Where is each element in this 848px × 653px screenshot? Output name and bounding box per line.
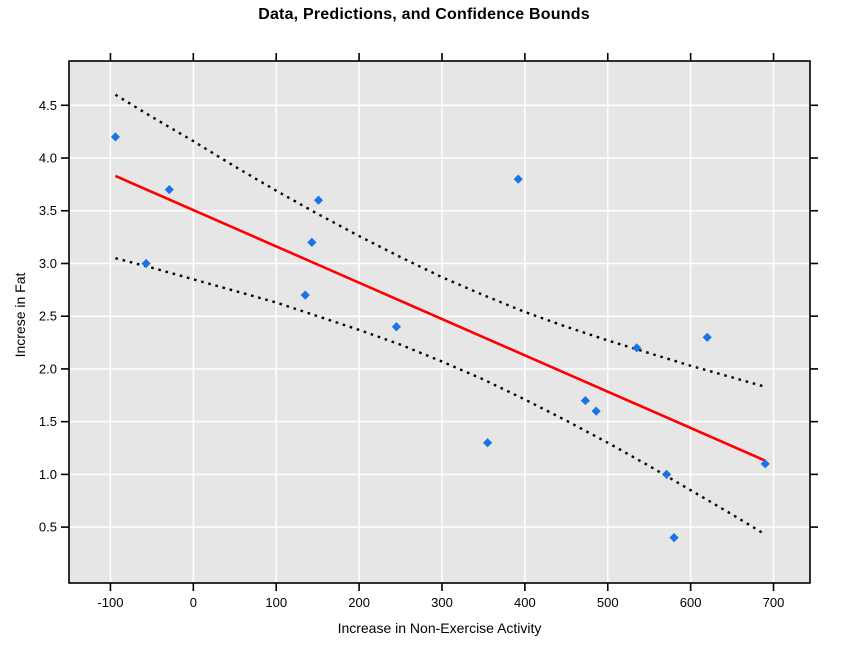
y-tick-label: 4.0 (39, 151, 57, 166)
data-point (632, 343, 642, 353)
data-point (141, 258, 151, 269)
lower-confidence-bound-line (115, 257, 766, 536)
data-point (164, 185, 174, 195)
data-point (300, 290, 310, 300)
y-tick-label: 1.5 (39, 414, 57, 429)
x-tick-label: 300 (431, 595, 453, 610)
x-tick-label: 400 (514, 595, 536, 610)
data-point (482, 438, 493, 448)
x-tick-label: 600 (680, 595, 702, 610)
regression-line (114, 174, 766, 462)
chart-title: Data, Predictions, and Confidence Bounds (258, 6, 590, 23)
y-tick-label: 1.0 (39, 467, 57, 482)
y-tick-label: 2.0 (39, 361, 57, 376)
data-point (580, 395, 590, 406)
y-tick-label: 4.5 (39, 98, 57, 113)
data-point (513, 174, 523, 184)
y-axis-label: Increse in Fat (12, 272, 28, 358)
y-tick-label: 3.5 (39, 203, 57, 218)
x-tick-label: 200 (348, 595, 370, 610)
y-tick-label: 3.0 (39, 256, 57, 271)
plot-background (69, 61, 810, 583)
x-tick-label: -100 (97, 595, 123, 610)
data-point (702, 332, 712, 342)
data-point (591, 406, 601, 416)
data-point (760, 459, 770, 469)
data-point (307, 237, 317, 247)
x-axis-label: Increase in Non-Exercise Activity (337, 620, 542, 636)
x-tick-label: 100 (265, 595, 287, 610)
data-point (669, 533, 679, 543)
plot-border (68, 60, 811, 584)
x-tick-label: 500 (597, 595, 619, 610)
data-point (391, 322, 401, 332)
x-tick-label: 0 (190, 595, 197, 610)
data-point (110, 132, 121, 142)
y-tick-label: 0.5 (39, 520, 57, 535)
y-tick-label: 2.5 (39, 309, 57, 324)
data-point (313, 195, 324, 205)
data-point (662, 469, 672, 479)
x-tick-label: 700 (763, 595, 785, 610)
